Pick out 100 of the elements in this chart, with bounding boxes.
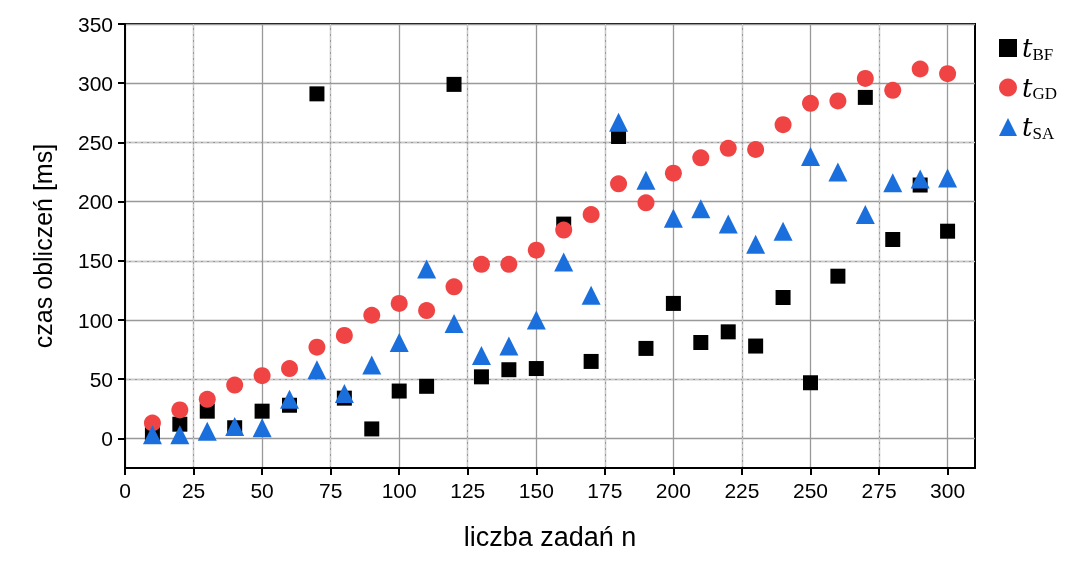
point xyxy=(802,375,818,391)
point xyxy=(198,390,216,408)
point xyxy=(499,336,519,356)
point xyxy=(252,418,272,438)
point xyxy=(471,346,491,366)
point xyxy=(391,383,407,399)
legend-label: tBF xyxy=(1022,33,1054,64)
point xyxy=(555,221,573,239)
y-axis-title: czas obliczeń [ms] xyxy=(28,143,57,349)
point xyxy=(940,223,956,239)
x-tick-label: 150 xyxy=(518,479,554,502)
x-tick-label: 100 xyxy=(381,479,417,502)
x-tick-label: 0 xyxy=(119,479,131,502)
point xyxy=(446,76,462,92)
point xyxy=(307,360,327,380)
y-tick-label: 200 xyxy=(77,190,113,214)
point xyxy=(719,139,737,157)
point xyxy=(775,290,791,305)
point xyxy=(802,94,819,112)
point xyxy=(856,69,874,87)
point xyxy=(773,221,793,241)
point xyxy=(883,173,903,193)
point xyxy=(308,338,326,356)
x-tick-label: 125 xyxy=(450,479,486,502)
point xyxy=(582,206,600,224)
y-tick-label: 350 xyxy=(77,12,113,36)
point xyxy=(857,89,873,105)
point xyxy=(445,278,463,296)
x-tick-label: 225 xyxy=(724,479,760,502)
point xyxy=(691,199,711,219)
point xyxy=(830,268,846,284)
x-tick-label: 275 xyxy=(861,479,897,502)
x-axis-title: liczba zadań n xyxy=(463,521,637,552)
point xyxy=(197,421,217,441)
point xyxy=(417,259,437,279)
point xyxy=(362,355,382,375)
y-tick-label: 150 xyxy=(77,249,113,273)
point xyxy=(444,314,464,334)
point xyxy=(253,367,271,385)
point xyxy=(938,168,958,188)
legend-label: tSA xyxy=(1022,112,1055,143)
y-tick-label: 0 xyxy=(101,426,113,450)
point xyxy=(334,383,354,403)
point xyxy=(170,425,190,445)
point xyxy=(637,194,655,212)
point xyxy=(884,81,902,99)
point xyxy=(665,295,681,311)
point xyxy=(746,234,766,254)
point xyxy=(610,175,628,193)
point xyxy=(609,112,629,132)
point xyxy=(636,170,656,190)
point xyxy=(281,360,299,378)
point xyxy=(526,310,546,330)
point xyxy=(171,401,189,419)
point xyxy=(718,214,738,234)
point xyxy=(692,149,710,167)
point xyxy=(748,338,764,354)
point xyxy=(855,205,875,225)
point xyxy=(142,425,162,445)
point xyxy=(419,378,435,394)
point xyxy=(663,208,683,228)
point xyxy=(143,414,161,432)
x-tick-label: 25 xyxy=(181,479,206,502)
point xyxy=(280,389,300,409)
point xyxy=(364,421,380,437)
point xyxy=(800,147,820,167)
x-tick-label: 75 xyxy=(318,479,343,502)
y-tick-label: 250 xyxy=(77,130,113,154)
point xyxy=(693,335,709,350)
point xyxy=(309,86,325,102)
point xyxy=(583,353,599,369)
point xyxy=(473,369,489,385)
point xyxy=(664,164,682,182)
point xyxy=(885,231,901,247)
point xyxy=(828,162,848,182)
point xyxy=(747,141,765,158)
point xyxy=(390,294,408,312)
point xyxy=(910,169,930,189)
point xyxy=(527,241,545,259)
point xyxy=(911,60,929,78)
point xyxy=(418,302,436,320)
x-tick-label: 250 xyxy=(792,479,829,502)
point xyxy=(638,340,654,356)
y-tick-label: 100 xyxy=(77,308,113,332)
point xyxy=(501,362,517,378)
point xyxy=(254,403,270,419)
y-tick-label: 300 xyxy=(77,71,113,95)
point xyxy=(363,306,381,324)
point xyxy=(335,326,353,344)
x-tick-label: 50 xyxy=(250,479,274,502)
point xyxy=(389,333,409,352)
point xyxy=(472,255,490,273)
point xyxy=(720,324,736,340)
point xyxy=(226,376,244,394)
point xyxy=(939,65,957,83)
x-tick-label: 175 xyxy=(587,479,623,502)
point xyxy=(554,252,574,272)
x-tick-label: 200 xyxy=(655,479,691,502)
point xyxy=(829,92,847,110)
x-tick-label: 300 xyxy=(930,479,966,502)
